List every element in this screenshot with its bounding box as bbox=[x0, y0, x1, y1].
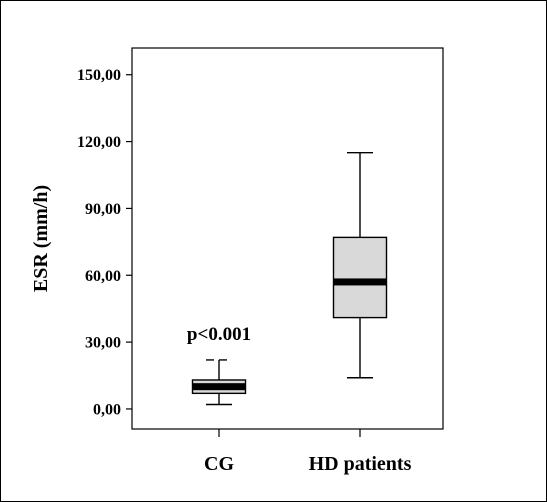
y-axis-title: ESR (mm/h) bbox=[30, 185, 52, 292]
box-body bbox=[332, 236, 388, 319]
median-line bbox=[192, 383, 246, 391]
y-tick-label: 120,00 bbox=[77, 134, 121, 151]
y-axis-ticks: 0,00 30,00 60,00 90,00 120,00 150,00 bbox=[77, 67, 132, 418]
p-value-annotation: p<0.001 bbox=[187, 324, 251, 345]
y-tick-label: 0,00 bbox=[93, 401, 121, 418]
y-tick-label: 60,00 bbox=[85, 268, 121, 285]
median-line bbox=[333, 278, 387, 286]
plot-area bbox=[131, 47, 444, 430]
boxes bbox=[191, 152, 388, 406]
y-tick-label: 30,00 bbox=[85, 335, 121, 352]
annotations: p<0.001 bbox=[187, 324, 251, 345]
x-category-label: HD patients bbox=[309, 453, 412, 475]
x-category-label: CG bbox=[204, 453, 234, 475]
x-axis-categories: CG HD patients bbox=[204, 429, 412, 475]
y-tick-label: 150,00 bbox=[77, 67, 121, 84]
y-tick-label: 90,00 bbox=[85, 201, 121, 218]
